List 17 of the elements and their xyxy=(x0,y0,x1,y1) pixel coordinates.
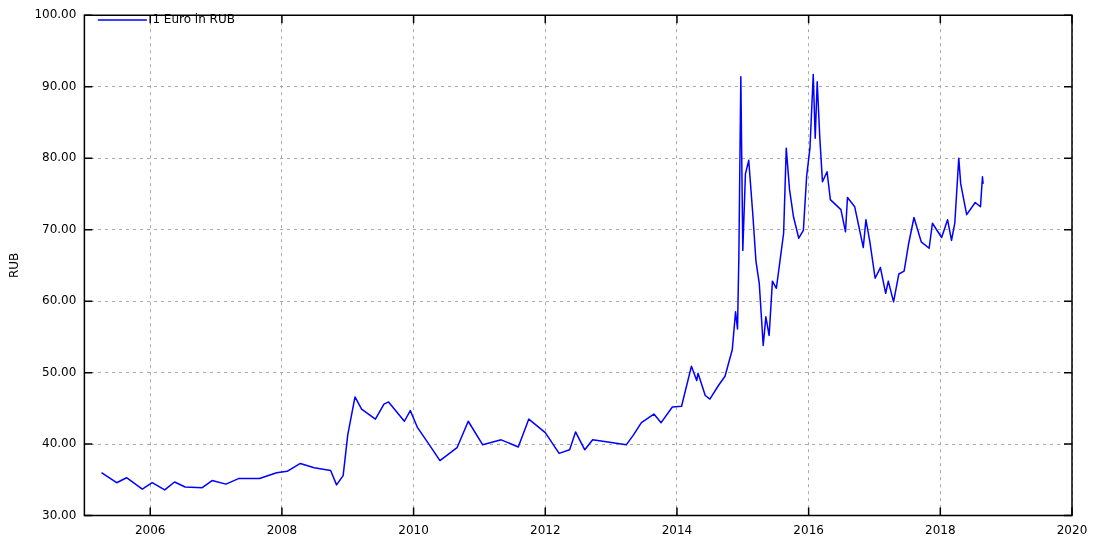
y-tick-label: 70.00 xyxy=(42,221,77,236)
x-tick-label: 2018 xyxy=(925,522,956,537)
y-tick-label: 100.00 xyxy=(34,7,77,22)
y-tick-label: 80.00 xyxy=(42,150,77,165)
y-tick-label: 60.00 xyxy=(42,293,77,308)
x-tick-label: 2008 xyxy=(266,522,298,537)
x-tick-label: 2010 xyxy=(398,522,429,537)
x-tick-label: 2006 xyxy=(134,522,166,537)
x-tick-label: 2020 xyxy=(1056,522,1088,537)
y-axis-title: RUB xyxy=(7,252,22,279)
x-tick-label: 2012 xyxy=(530,522,561,537)
x-tick-label: 2014 xyxy=(661,522,693,537)
x-tick-label: 2016 xyxy=(793,522,824,537)
y-tick-label: 30.00 xyxy=(42,507,77,522)
y-tick-label: 50.00 xyxy=(42,364,77,379)
y-tick-label: 40.00 xyxy=(42,436,77,451)
y-tick-label: 90.00 xyxy=(42,78,77,93)
